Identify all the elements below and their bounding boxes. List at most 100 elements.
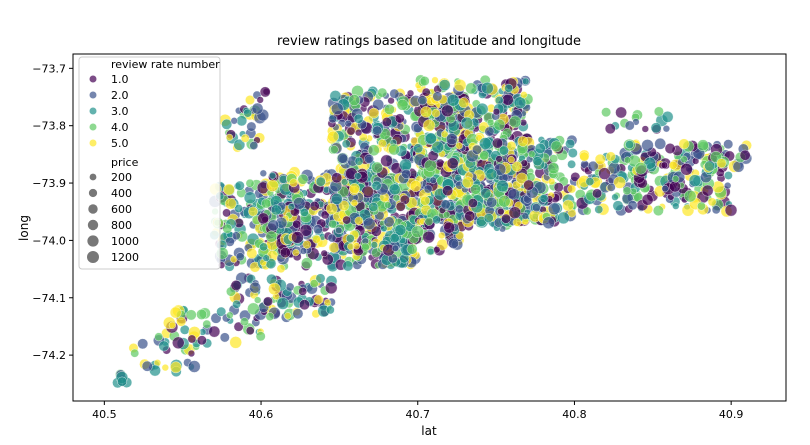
data-point <box>440 199 451 210</box>
data-point <box>521 212 529 220</box>
data-point <box>487 118 495 127</box>
data-point <box>496 179 509 193</box>
data-point <box>454 204 464 214</box>
data-point <box>432 91 443 102</box>
data-point <box>481 81 494 95</box>
data-point <box>547 177 556 186</box>
data-point <box>660 161 669 169</box>
data-point <box>486 196 498 208</box>
data-point <box>512 217 522 227</box>
data-point <box>485 168 498 181</box>
data-point <box>515 172 528 185</box>
data-point <box>388 143 400 156</box>
data-point <box>495 155 503 163</box>
data-point <box>624 120 635 131</box>
data-point <box>328 219 338 229</box>
data-point <box>251 102 264 115</box>
legend-size-items: 200 400 600 800 1000 1200 <box>87 171 139 264</box>
data-point <box>208 325 221 338</box>
legend-size-title: price <box>111 156 139 169</box>
data-point <box>383 216 395 228</box>
data-point <box>464 210 476 222</box>
data-point <box>266 179 279 192</box>
data-point <box>338 200 350 212</box>
data-point <box>331 172 343 184</box>
data-point <box>431 76 439 84</box>
data-point <box>680 163 693 176</box>
data-point <box>532 203 541 212</box>
data-point <box>231 231 241 241</box>
data-point <box>422 230 435 244</box>
data-point <box>389 233 400 244</box>
legend-hue-label: 4.0 <box>111 121 129 134</box>
data-point <box>302 240 312 249</box>
data-point <box>255 331 266 342</box>
data-point <box>455 142 463 150</box>
data-point <box>421 87 431 97</box>
data-point <box>623 156 632 164</box>
data-point <box>342 215 352 225</box>
data-point <box>401 168 412 179</box>
data-point <box>313 224 323 235</box>
data-point <box>613 176 626 189</box>
data-point <box>234 180 245 191</box>
data-point <box>409 180 422 192</box>
data-point <box>299 224 313 237</box>
data-point <box>248 206 259 217</box>
legend-hue-label: 2.0 <box>111 89 129 102</box>
data-point <box>313 294 324 305</box>
data-point <box>448 238 459 249</box>
data-point <box>169 306 182 319</box>
legend-size-swatch <box>88 188 98 198</box>
data-point <box>395 201 406 212</box>
data-point <box>587 160 599 172</box>
x-tick-label: 40.8 <box>562 408 587 421</box>
data-point <box>293 197 306 210</box>
data-point <box>276 264 286 274</box>
data-point <box>707 197 717 207</box>
data-point <box>267 219 280 232</box>
data-point <box>484 126 495 137</box>
data-point <box>384 201 392 209</box>
data-point <box>513 96 527 109</box>
data-point <box>441 130 449 138</box>
data-point <box>565 138 576 149</box>
data-point <box>534 142 546 154</box>
data-point <box>262 254 270 262</box>
data-point <box>368 107 380 119</box>
data-point <box>344 119 352 128</box>
data-point <box>257 212 270 225</box>
data-point <box>479 150 490 161</box>
data-point <box>549 154 559 164</box>
data-point <box>188 360 201 373</box>
data-point <box>507 156 515 164</box>
y-tick-label: −73.8 <box>32 120 66 133</box>
data-point <box>654 137 667 150</box>
data-point <box>265 312 275 321</box>
legend-size-swatch <box>89 173 97 181</box>
data-point <box>585 177 595 186</box>
data-point <box>446 94 460 107</box>
data-point <box>498 145 509 156</box>
data-point <box>158 340 170 352</box>
data-point <box>724 171 733 180</box>
data-point <box>669 180 681 193</box>
y-tick-label: −73.7 <box>32 62 66 75</box>
data-point <box>327 130 339 143</box>
data-point <box>388 183 401 196</box>
y-tick-label: −74.1 <box>32 292 66 305</box>
legend: review rate number 1.0 2.0 3.0 4.0 5.0 price… <box>78 56 221 270</box>
data-point <box>567 159 576 169</box>
data-point <box>612 200 624 212</box>
data-point <box>256 96 264 104</box>
data-point <box>328 242 340 253</box>
legend-hue-swatch <box>89 107 97 115</box>
data-point <box>594 205 604 214</box>
data-point <box>141 360 153 372</box>
data-point <box>732 160 745 173</box>
data-point <box>716 158 727 169</box>
x-tick-label: 40.6 <box>249 408 274 421</box>
data-point <box>442 185 453 197</box>
data-point <box>454 174 462 182</box>
